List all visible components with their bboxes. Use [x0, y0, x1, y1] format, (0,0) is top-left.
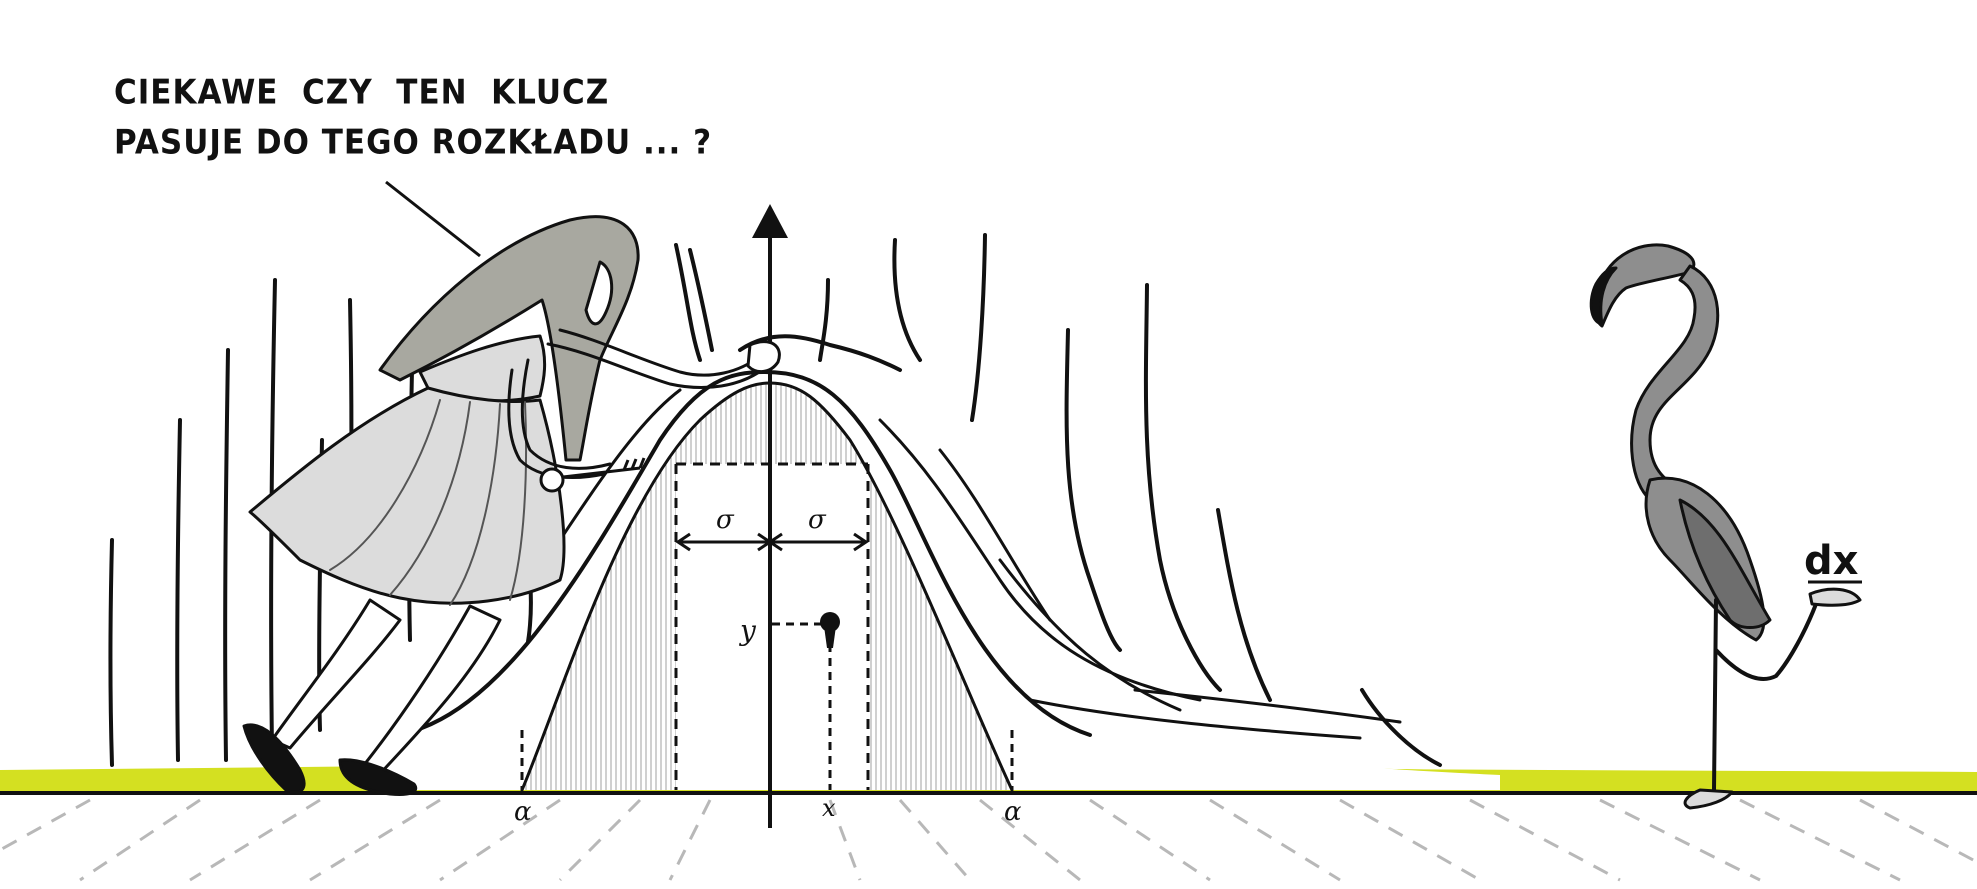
sigma-left-label: σ	[716, 505, 735, 535]
flamingo-raised-foot	[1808, 587, 1862, 607]
y-value-label: y	[738, 614, 757, 647]
flamingo-figure	[1589, 243, 1862, 810]
floor-dashes	[0, 798, 1977, 882]
x-value-label: x	[822, 794, 836, 822]
flamingo-leg	[1712, 598, 1718, 792]
alpha-left-label: α	[514, 797, 532, 827]
flamingo-beak	[1589, 266, 1618, 326]
girl-hand-top	[746, 340, 781, 373]
y-axis	[752, 204, 788, 828]
key-icon	[539, 457, 646, 493]
girl-skirt	[248, 386, 566, 605]
flamingo-foot	[1683, 788, 1734, 810]
speech-pointer	[385, 180, 481, 258]
speech-line-1: CIEKAWE CZY TEN KLUCZ	[114, 73, 610, 113]
flamingo-neck	[1630, 264, 1720, 502]
girl-shoe-front	[338, 758, 418, 796]
alpha-right-label: α	[1004, 797, 1022, 827]
keyhole-icon	[820, 612, 840, 648]
dx-tag: dx	[1804, 538, 1859, 584]
girl-shoe-back	[242, 723, 306, 794]
girl-figure	[242, 215, 781, 796]
sigma-right-label: σ	[808, 505, 827, 535]
flamingo-raised-leg	[1714, 602, 1818, 681]
girl-leg-back	[270, 598, 402, 750]
flamingo-head	[1593, 243, 1696, 328]
girl-arm-upper	[558, 328, 762, 377]
speech-text: CIEKAWE CZY TEN KLUCZ PASUJE DO TEGO ROZ…	[114, 68, 712, 167]
girl-face	[584, 260, 614, 326]
girl-arm-lower	[520, 358, 612, 470]
girl-arm-lower-2	[507, 368, 606, 479]
speech-line-2: PASUJE DO TEGO ROZKŁADU ... ?	[114, 123, 713, 162]
girl-arm-upper-2	[546, 342, 764, 390]
flamingo-wing	[1678, 498, 1772, 629]
